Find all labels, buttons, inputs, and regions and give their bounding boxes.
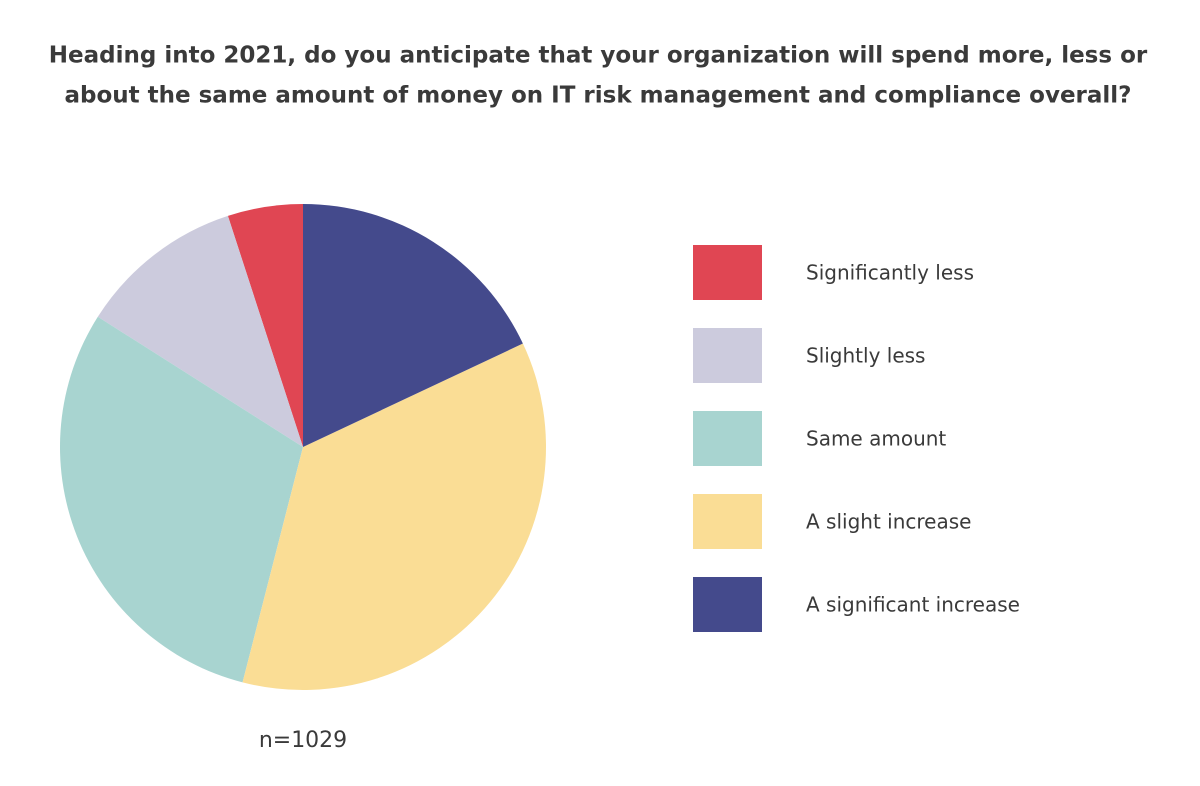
- pie-slice: [227, 204, 303, 447]
- legend-swatch: [693, 328, 762, 383]
- legend-swatch: [693, 577, 762, 632]
- chart-title: Heading into 2021, do you anticipate tha…: [49, 43, 1148, 69]
- pie-slice: [242, 343, 546, 691]
- legend-swatch: [693, 494, 762, 549]
- legend-label: Slightly less: [806, 344, 925, 368]
- legend-swatch: [693, 245, 762, 300]
- legend-label: Same amount: [806, 427, 946, 451]
- legend-label: A slight increase: [806, 510, 971, 534]
- legend-label: Significantly less: [806, 261, 974, 285]
- chart-title: about the same amount of money on IT ris…: [64, 83, 1131, 109]
- pie-slice: [97, 215, 304, 447]
- pie-slice: [303, 204, 523, 447]
- pie-slice: [59, 316, 303, 683]
- annotation: n=1029: [259, 728, 347, 753]
- legend-swatch: [693, 411, 762, 466]
- legend-label: A significant increase: [806, 593, 1020, 617]
